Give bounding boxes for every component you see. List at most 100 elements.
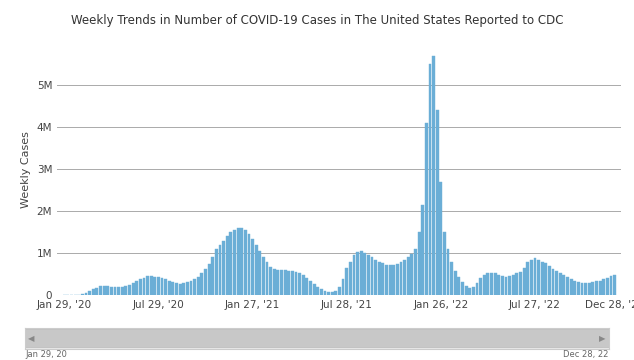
Bar (450, 262, 453, 295)
Bar (295, 272, 297, 295)
Bar (609, 276, 612, 295)
Bar (186, 282, 189, 295)
Bar (410, 254, 413, 295)
Bar (150, 276, 153, 295)
Bar (157, 277, 160, 295)
Bar (570, 279, 573, 295)
Bar (99, 287, 102, 295)
Bar (371, 257, 373, 295)
Bar (490, 273, 493, 295)
Bar (121, 287, 124, 295)
Bar (414, 249, 417, 295)
Bar (515, 273, 518, 295)
Bar (164, 279, 167, 295)
Bar (392, 265, 395, 295)
Bar (266, 262, 268, 295)
Bar (168, 280, 171, 295)
Bar (353, 255, 355, 295)
Bar (84, 293, 87, 295)
Bar (519, 272, 522, 295)
Text: ▶: ▶ (599, 334, 605, 343)
Bar (153, 277, 156, 295)
Bar (548, 266, 551, 295)
Text: ◀: ◀ (29, 334, 35, 343)
Bar (541, 262, 543, 295)
Bar (429, 64, 431, 295)
Bar (446, 249, 450, 295)
Bar (117, 287, 120, 295)
Bar (240, 228, 243, 295)
Bar (222, 240, 225, 295)
Bar (81, 294, 84, 295)
Bar (291, 271, 294, 295)
Bar (526, 262, 529, 295)
Bar (385, 265, 388, 295)
FancyBboxPatch shape (20, 329, 614, 347)
Bar (534, 258, 536, 295)
Bar (171, 282, 174, 295)
Bar (613, 275, 616, 295)
Bar (316, 287, 319, 295)
Bar (461, 282, 464, 295)
Bar (508, 276, 511, 295)
Bar (512, 275, 515, 295)
Bar (363, 253, 366, 295)
Bar (573, 281, 576, 295)
Bar (175, 283, 178, 295)
Text: Weekly Trends in Number of COVID-19 Cases in The United States Reported to CDC: Weekly Trends in Number of COVID-19 Case… (71, 14, 563, 27)
Bar (262, 257, 265, 295)
Bar (132, 283, 134, 295)
Bar (606, 278, 609, 295)
Bar (183, 283, 185, 295)
Bar (418, 232, 420, 295)
Bar (469, 288, 471, 295)
Bar (334, 291, 337, 295)
Bar (486, 273, 489, 295)
Bar (107, 286, 109, 295)
Bar (407, 257, 410, 295)
Bar (476, 283, 479, 295)
Bar (454, 271, 456, 295)
Bar (346, 268, 348, 295)
Bar (327, 292, 330, 295)
Bar (139, 279, 142, 295)
Bar (497, 275, 500, 295)
Bar (193, 279, 196, 295)
Bar (226, 237, 229, 295)
Bar (200, 273, 204, 295)
Bar (298, 273, 301, 295)
Bar (367, 255, 370, 295)
Bar (389, 265, 392, 295)
Bar (323, 291, 327, 295)
Bar (537, 260, 540, 295)
Bar (581, 283, 583, 295)
Bar (396, 264, 399, 295)
Bar (276, 270, 280, 295)
Bar (233, 230, 236, 295)
Bar (562, 275, 566, 295)
Bar (110, 287, 113, 295)
Bar (465, 286, 468, 295)
Bar (349, 262, 352, 295)
Bar (342, 279, 344, 295)
Bar (92, 289, 94, 295)
Bar (146, 276, 149, 295)
Bar (219, 245, 221, 295)
Bar (208, 264, 210, 295)
Bar (280, 270, 283, 295)
Bar (96, 288, 98, 295)
Bar (273, 269, 276, 295)
Bar (577, 282, 580, 295)
Bar (113, 287, 117, 295)
Bar (302, 275, 305, 295)
Bar (530, 260, 533, 295)
Bar (135, 282, 138, 295)
Bar (598, 280, 602, 295)
Text: Dec 28, 22: Dec 28, 22 (563, 350, 609, 359)
Bar (179, 284, 181, 295)
Bar (359, 251, 363, 295)
Bar (588, 283, 591, 295)
Bar (472, 287, 475, 295)
Bar (555, 271, 558, 295)
Bar (128, 285, 131, 295)
